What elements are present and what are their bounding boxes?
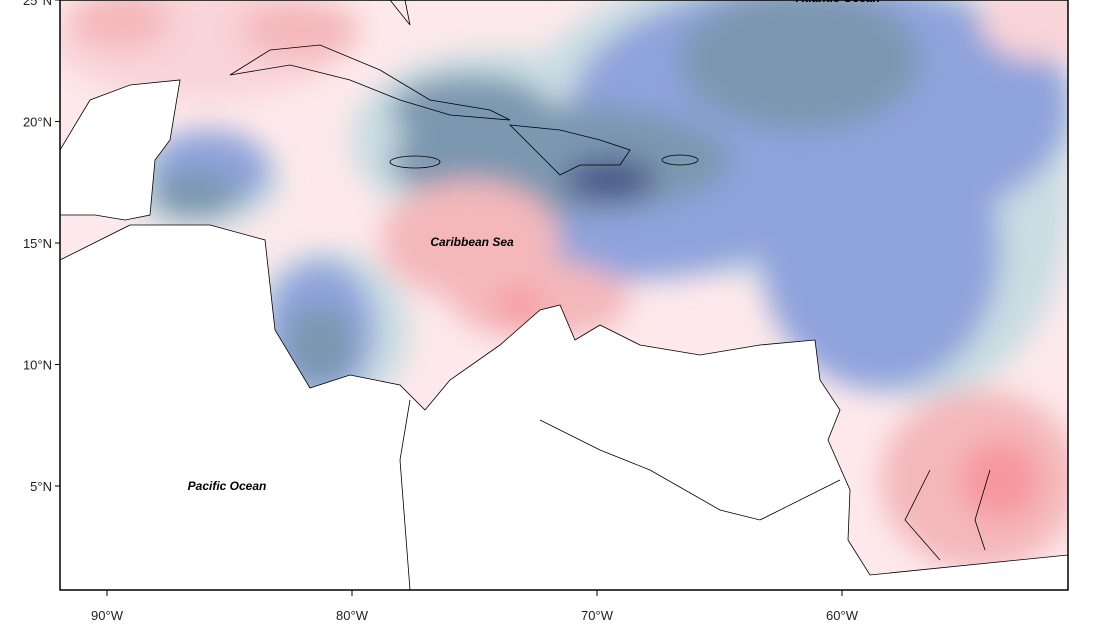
mainland <box>60 224 1068 590</box>
lat-tick-label: 5°N <box>30 479 52 494</box>
lat-tick-label: 25°N <box>23 0 52 8</box>
frame <box>59 0 1069 591</box>
lat-tick-label: 15°N <box>23 236 52 251</box>
place-label: Pacific Ocean <box>188 479 267 493</box>
place-label: Caribbean Sea <box>430 235 514 249</box>
borders <box>399 399 991 590</box>
yucatan <box>60 79 181 221</box>
field-blobs <box>60 0 1068 570</box>
lat-tick-label: 10°N <box>23 358 52 373</box>
lon-tick-label: 80°W <box>336 608 369 623</box>
lon-tick-label: 90°W <box>91 608 124 623</box>
lon-tick-label: 70°W <box>581 608 614 623</box>
islands <box>229 0 699 176</box>
place-label: Atlantic Ocean <box>795 0 880 5</box>
field <box>60 0 1068 590</box>
lon-tick-label: 60°W <box>826 608 859 623</box>
lat-tick-label: 20°N <box>23 115 52 130</box>
